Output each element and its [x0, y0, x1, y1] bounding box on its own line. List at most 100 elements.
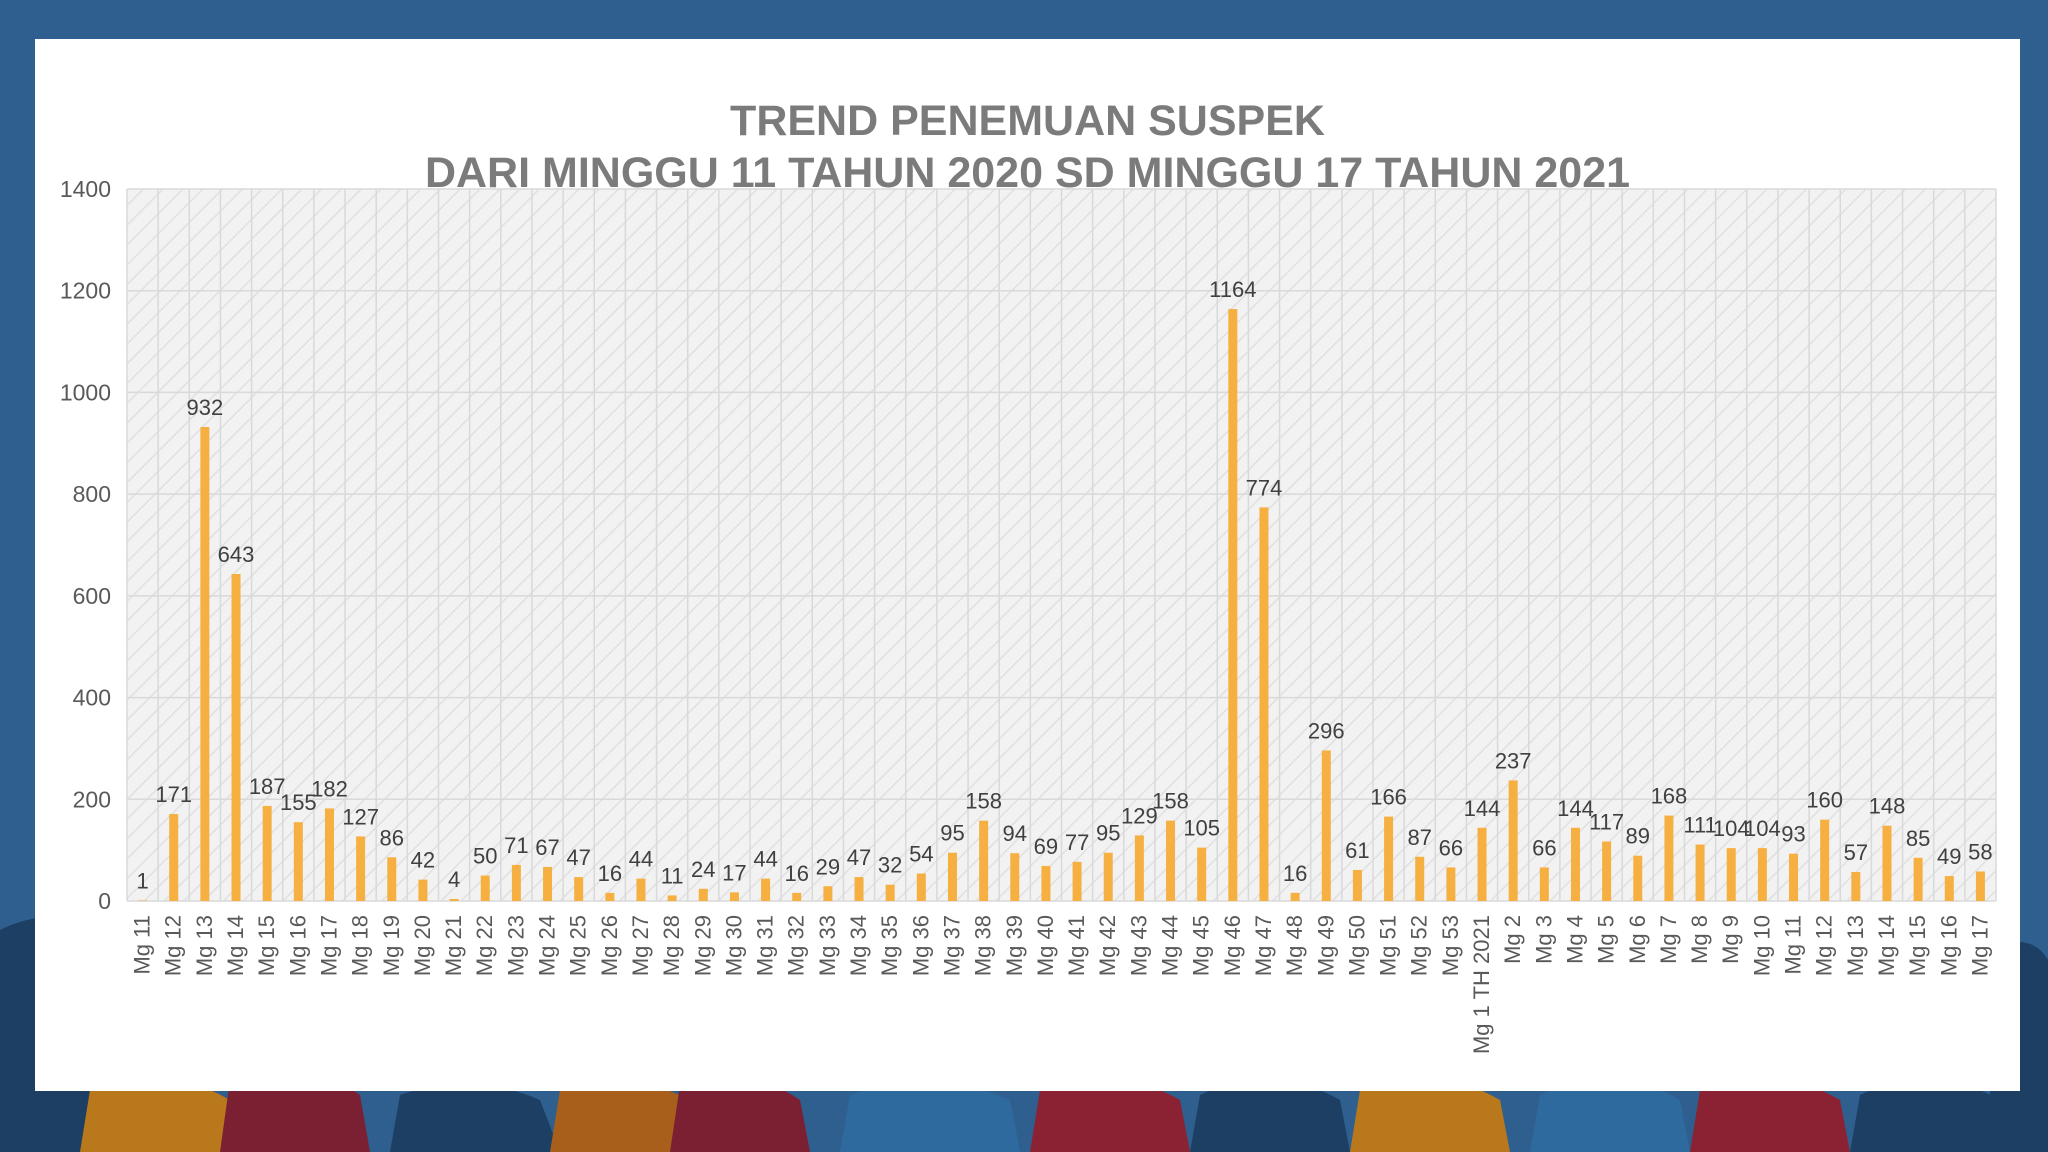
x-tick-label: Mg 43 [1126, 915, 1151, 976]
bar [979, 820, 989, 901]
data-label: 932 [187, 395, 224, 420]
x-tick-label: Mg 29 [690, 915, 715, 976]
x-tick-label: Mg 48 [1282, 915, 1307, 976]
x-tick-label: Mg 15 [254, 915, 279, 976]
data-label: 87 [1407, 825, 1431, 850]
bar [1508, 780, 1518, 901]
data-label: 187 [249, 774, 286, 799]
bar [1789, 853, 1799, 901]
x-tick-label: Mg 10 [1749, 915, 1774, 976]
data-label: 67 [535, 835, 559, 860]
bar [418, 879, 428, 901]
data-label: 144 [1464, 796, 1501, 821]
data-label: 104 [1744, 816, 1781, 841]
data-label: 16 [784, 861, 808, 886]
bar [1290, 892, 1300, 901]
data-label: 168 [1651, 784, 1688, 809]
bar [1975, 871, 1985, 901]
x-tick-label: Mg 50 [1344, 915, 1369, 976]
x-tick-label: Mg 3 [1531, 915, 1556, 964]
bar [854, 877, 864, 901]
bar [1820, 819, 1830, 901]
x-tick-label: Mg 19 [379, 915, 404, 976]
data-label: 1164 [1209, 277, 1256, 302]
bar [1259, 507, 1269, 901]
x-tick-label: Mg 51 [1376, 915, 1401, 976]
bar [1851, 872, 1861, 901]
data-label: 16 [598, 861, 622, 886]
data-label: 47 [566, 845, 590, 870]
bar [729, 892, 739, 901]
x-tick-label: Mg 44 [1158, 915, 1183, 976]
data-label: 94 [1003, 821, 1027, 846]
bar [1913, 857, 1923, 901]
bar [1010, 853, 1020, 901]
x-tick-label: Mg 16 [285, 915, 310, 976]
data-label: 158 [965, 789, 1002, 814]
bar [1384, 816, 1394, 901]
x-tick-label: Mg 7 [1656, 915, 1681, 964]
data-label: 105 [1183, 816, 1220, 841]
bar [667, 895, 677, 901]
bar [1664, 815, 1674, 901]
x-tick-label: Mg 35 [877, 915, 902, 976]
bar [262, 805, 272, 901]
data-label: 774 [1246, 475, 1283, 500]
data-label: 44 [753, 847, 777, 872]
data-label: 16 [1283, 861, 1307, 886]
bar [1321, 750, 1331, 901]
x-tick-label: Mg 18 [348, 915, 373, 976]
x-tick-label: Mg 34 [846, 915, 871, 976]
bar [1197, 847, 1207, 901]
data-label: 95 [1096, 821, 1120, 846]
bar [1695, 844, 1705, 901]
data-label: 77 [1065, 830, 1089, 855]
data-label: 66 [1532, 835, 1556, 860]
data-label: 117 [1589, 809, 1624, 834]
bar [1072, 861, 1082, 901]
bar [1415, 856, 1425, 901]
bar [449, 898, 459, 901]
y-tick-label: 200 [73, 786, 111, 812]
bar [1041, 865, 1051, 901]
x-tick-label: Mg 21 [441, 915, 466, 976]
bar [1757, 848, 1767, 901]
data-label: 237 [1495, 748, 1532, 773]
data-label: 1 [136, 868, 148, 893]
x-tick-label: Mg 11 [130, 915, 155, 975]
data-label: 57 [1844, 840, 1868, 865]
data-label: 42 [411, 848, 435, 873]
x-tick-label: Mg 41 [1064, 915, 1089, 976]
x-tick-label: Mg 30 [721, 915, 746, 976]
data-label: 71 [504, 833, 528, 858]
x-tick-label: Mg 38 [971, 915, 996, 976]
data-label: 32 [878, 853, 902, 878]
data-label: 89 [1626, 824, 1650, 849]
bar [1166, 820, 1176, 901]
bar [1882, 825, 1892, 901]
x-tick-label: Mg 27 [628, 915, 653, 976]
bar [947, 852, 957, 901]
bar [1477, 827, 1487, 901]
y-tick-label: 400 [73, 685, 111, 711]
bar [1602, 841, 1612, 901]
data-label: 127 [342, 804, 379, 829]
data-label: 85 [1906, 826, 1930, 851]
data-label: 86 [380, 825, 404, 850]
x-tick-label: Mg 31 [753, 915, 778, 976]
y-tick-label: 1000 [60, 379, 111, 405]
data-label: 104 [1713, 816, 1750, 841]
x-tick-label: Mg 4 [1562, 915, 1587, 964]
bar [916, 873, 926, 901]
y-tick-label: 600 [73, 583, 111, 609]
data-label: 129 [1121, 803, 1158, 828]
data-label: 50 [473, 844, 497, 869]
x-tick-label: Mg 12 [1812, 915, 1837, 976]
data-label: 24 [691, 857, 715, 882]
bar [356, 836, 366, 901]
x-tick-label: Mg 16 [1936, 915, 1961, 976]
bar [1352, 869, 1362, 901]
bar [480, 875, 490, 901]
data-label: 66 [1439, 835, 1463, 860]
